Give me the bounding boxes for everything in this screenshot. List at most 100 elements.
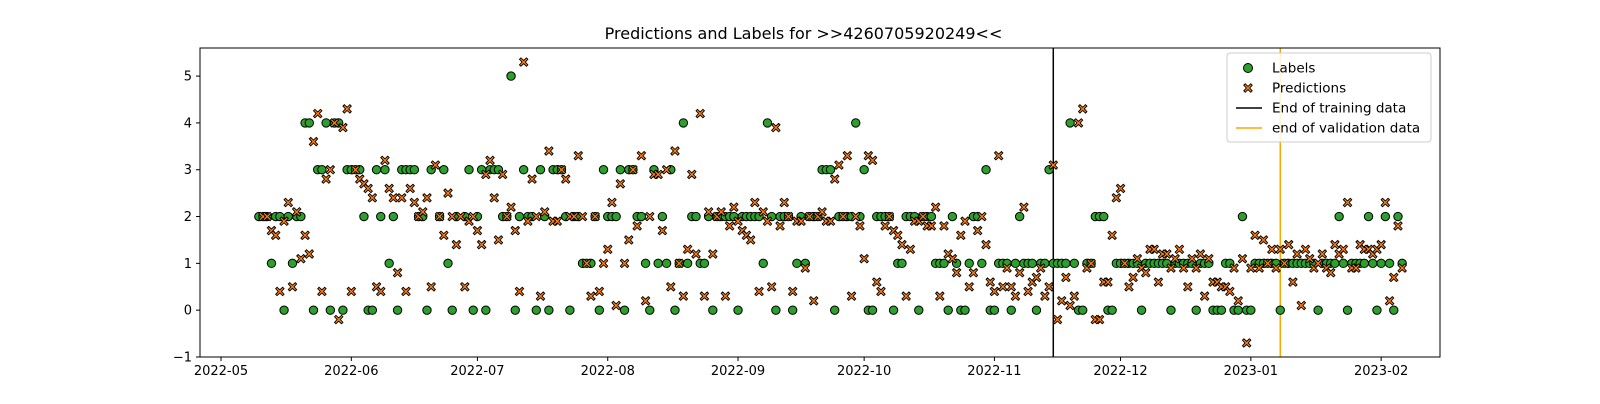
label-point bbox=[1107, 305, 1117, 315]
prediction-point bbox=[1069, 291, 1080, 301]
prediction-point bbox=[808, 295, 819, 306]
prediction-point bbox=[762, 216, 773, 227]
label-point bbox=[1384, 258, 1395, 269]
label-point bbox=[653, 258, 663, 269]
prediction-point bbox=[312, 108, 323, 119]
prediction-point bbox=[291, 207, 302, 217]
prediction-point bbox=[1086, 258, 1096, 269]
prediction-point bbox=[1296, 300, 1307, 311]
prediction-point bbox=[871, 277, 882, 287]
label-point bbox=[888, 305, 899, 315]
prediction-point bbox=[724, 221, 735, 231]
prediction-point bbox=[1140, 267, 1151, 278]
prediction-point bbox=[523, 216, 533, 227]
prediction-point bbox=[1031, 272, 1042, 283]
prediction-point bbox=[283, 197, 294, 208]
prediction-point bbox=[977, 211, 987, 222]
label-point bbox=[939, 258, 949, 269]
prediction-point bbox=[1250, 230, 1260, 241]
prediction-point bbox=[1262, 258, 1273, 269]
prediction-point bbox=[1271, 263, 1281, 273]
label-point bbox=[964, 258, 974, 269]
y-tick-label: 1 bbox=[184, 257, 192, 272]
prediction-point bbox=[1283, 239, 1294, 250]
y-tick-label: −1 bbox=[173, 351, 192, 366]
label-point bbox=[615, 165, 626, 175]
prediction-point bbox=[1254, 263, 1265, 273]
prediction-point bbox=[1241, 338, 1252, 348]
label-point bbox=[657, 211, 668, 222]
label-point bbox=[926, 211, 937, 222]
label-point bbox=[1061, 258, 1071, 269]
label-point bbox=[691, 211, 701, 222]
label-point bbox=[287, 258, 298, 269]
legend-training-label: End of training data bbox=[1272, 101, 1406, 117]
prediction-point bbox=[552, 216, 563, 227]
label-point bbox=[1027, 258, 1037, 269]
label-point bbox=[981, 165, 991, 175]
prediction-point bbox=[1330, 239, 1340, 250]
prediction-point bbox=[716, 207, 727, 217]
prediction-point bbox=[317, 286, 327, 297]
prediction-point bbox=[300, 230, 310, 241]
label-point bbox=[1069, 258, 1080, 269]
label-point bbox=[384, 258, 394, 269]
prediction-point bbox=[981, 239, 991, 250]
label-point bbox=[1233, 305, 1243, 315]
prediction-point bbox=[1065, 300, 1075, 311]
y-axis: −1 0 1 2 3 4 5 bbox=[173, 70, 200, 366]
prediction-point bbox=[380, 155, 390, 166]
label-point bbox=[792, 258, 802, 269]
prediction-point bbox=[333, 314, 344, 325]
prediction-point bbox=[695, 108, 706, 119]
label-point bbox=[1191, 305, 1201, 315]
prediction-point bbox=[607, 197, 617, 208]
prediction-point bbox=[897, 239, 907, 250]
label-point bbox=[762, 118, 773, 128]
label-point bbox=[1342, 305, 1353, 315]
prediction-point bbox=[1048, 160, 1059, 170]
prediction-point bbox=[1233, 295, 1244, 306]
prediction-point bbox=[884, 211, 895, 222]
prediction-point bbox=[876, 286, 886, 297]
prediction-point bbox=[628, 164, 638, 175]
prediction-point bbox=[947, 253, 958, 264]
prediction-point bbox=[1237, 253, 1248, 264]
label-point bbox=[947, 211, 958, 222]
label-point bbox=[544, 305, 554, 315]
label-point bbox=[989, 305, 1000, 315]
prediction-point bbox=[1128, 272, 1138, 283]
prediction-point bbox=[1056, 295, 1067, 306]
prediction-point bbox=[1292, 249, 1302, 259]
label-point bbox=[1246, 305, 1256, 315]
legend-predictions-marker bbox=[1243, 83, 1253, 93]
prediction-point bbox=[661, 164, 672, 175]
plot-frame bbox=[199, 47, 1441, 358]
prediction-point bbox=[560, 174, 571, 184]
prediction-point bbox=[1376, 239, 1386, 250]
label-point bbox=[447, 305, 457, 315]
prediction-point bbox=[1317, 249, 1328, 259]
prediction-point bbox=[455, 211, 466, 222]
label-point bbox=[1330, 258, 1340, 269]
prediction-point bbox=[1338, 244, 1349, 255]
prediction-point bbox=[514, 286, 525, 297]
prediction-point bbox=[657, 225, 668, 236]
x-axis: 2022-05 2022-06 2022-07 2022-08 2022-09 2022-… bbox=[194, 357, 1408, 379]
prediction-point bbox=[1094, 314, 1105, 325]
label-point bbox=[1334, 211, 1344, 222]
prediction-point bbox=[1115, 183, 1126, 194]
prediction-point bbox=[1124, 281, 1134, 292]
chart-title: Predictions and Labels for >>42607059202… bbox=[605, 24, 1003, 43]
prediction-point bbox=[338, 122, 348, 133]
prediction-point bbox=[367, 192, 378, 203]
label-point bbox=[422, 305, 432, 315]
prediction-point bbox=[1023, 286, 1033, 297]
prediction-point bbox=[1275, 244, 1286, 255]
prediction-point bbox=[1393, 221, 1403, 231]
label-point bbox=[535, 165, 546, 175]
prediction-point bbox=[1380, 197, 1391, 208]
prediction-point bbox=[636, 150, 647, 161]
